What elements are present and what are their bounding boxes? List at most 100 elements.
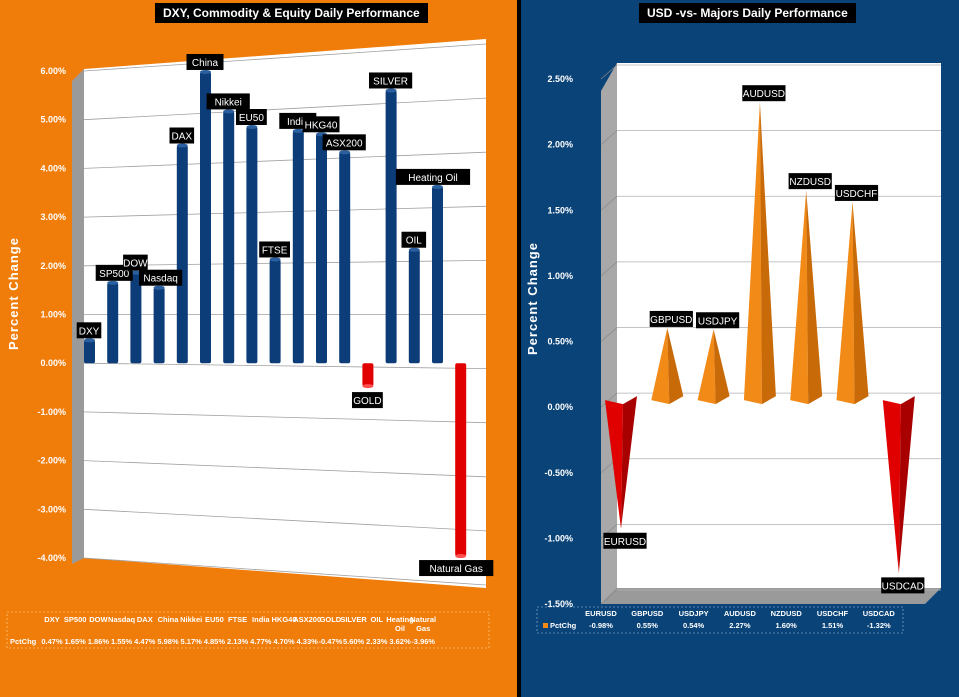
side-wall (601, 63, 617, 604)
gridline (83, 460, 487, 478)
table-cell: 2.13% (227, 637, 249, 646)
gridline (83, 205, 487, 218)
table-cell: -3.96% (411, 637, 435, 646)
gridline (83, 411, 487, 424)
data-label-usdchf-bg (834, 184, 879, 201)
data-label-usdjpy-bg (696, 312, 740, 329)
equity-commodity-panel: DXY, Commodity & Equity Daily Performanc… (0, 0, 519, 697)
table-cell: 0.55% (637, 621, 659, 630)
bar-dxy (84, 340, 95, 364)
y-tick-label: -2.00% (37, 456, 66, 466)
data-label-eu50: EU50 (236, 109, 267, 126)
table-header-india: India (252, 615, 270, 624)
y-tick-label: -1.00% (37, 407, 66, 417)
data-label-dax: DAX (169, 127, 195, 144)
table-cell: -0.47% (319, 637, 343, 646)
bar-sp500 (107, 282, 119, 364)
bar-cap (176, 143, 188, 148)
gridline-side (600, 130, 618, 145)
data-label-eu50-bg (236, 109, 267, 126)
table-header-silver: SILVER (340, 615, 367, 624)
data-label-nzdusd-text: NZDUSD (789, 177, 831, 188)
data-label-ftse-text: FTSE (262, 245, 288, 256)
bar-usdcad-shade (898, 396, 915, 574)
y-tick-label: -1.00% (544, 533, 573, 543)
data-label-china-bg (186, 53, 224, 70)
bar-cap (246, 125, 258, 130)
usd-majors-panel: USD -vs- Majors Daily Performance Percen… (521, 0, 959, 697)
data-label-silver: SILVER (369, 72, 413, 89)
bar-eu50 (246, 127, 258, 364)
gridline (83, 97, 487, 121)
table-header-ftse: FTSE (228, 615, 247, 624)
table-header-audusd: AUDUSD (724, 609, 757, 618)
table-cell: 2.27% (729, 621, 751, 630)
data-label-nasdaq: Nasdaq (139, 269, 183, 286)
bar-asx200 (339, 152, 351, 364)
table-header-heating-oil: Heating (386, 615, 414, 624)
table-cell: 1.60% (776, 621, 798, 630)
data-label-nasdaq-bg (139, 269, 183, 286)
data-label-nikkei-bg (206, 93, 250, 110)
y-tick-label: -4.00% (37, 553, 66, 563)
data-label-asx200: ASX200 (322, 134, 366, 151)
table-cell: 4.70% (273, 637, 295, 646)
data-table-border (6, 611, 490, 649)
data-label-hkg40-bg (302, 116, 340, 133)
table-header-dow: DOW (89, 615, 108, 624)
y-tick-label: 0.00% (40, 358, 66, 368)
y-tick-label: 3.00% (40, 212, 66, 222)
data-label-dow-bg (123, 254, 148, 271)
bar-eurusd-shade (621, 396, 637, 529)
table-cell: 0.54% (683, 621, 705, 630)
data-label-dxy-bg (76, 322, 102, 339)
y-tick-label: 0.00% (547, 402, 573, 412)
data-label-china: China (186, 53, 224, 70)
data-label-india-text: India (287, 117, 309, 128)
bar-cap (362, 384, 374, 389)
table-cell: 4.33% (297, 637, 319, 646)
table-cell: 5.60% (343, 637, 365, 646)
table-cell: 4.77% (250, 637, 272, 646)
y-tick-label: 0.50% (547, 337, 573, 347)
side-wall (72, 69, 84, 564)
table-header-usdcad: USDCAD (863, 609, 896, 618)
bar-cap (408, 247, 420, 252)
table-header-nikkei: Nikkei (180, 615, 202, 624)
table-header-natural-gas: Natural (410, 615, 436, 624)
data-label-eurusd-bg (603, 532, 647, 549)
data-label-dow-text: DOW (123, 259, 148, 270)
data-label-heating-oil-bg (395, 168, 471, 185)
bar-cap (269, 257, 281, 262)
bar-audusd-shade (759, 102, 776, 405)
data-label-ftse-bg (259, 241, 290, 258)
data-label-usdcad-bg (881, 577, 925, 594)
gridline-side (600, 195, 618, 211)
table-cell: 1.65% (65, 637, 87, 646)
bar-nzdusd-shade (806, 190, 823, 405)
bar-cap (455, 554, 467, 559)
bar-ftse (269, 259, 281, 364)
bar-cap (385, 88, 397, 93)
data-label-natural-gas-text: Natural Gas (430, 564, 483, 575)
chart-title: USD -vs- Majors Daily Performance (639, 3, 856, 23)
data-label-nzdusd: NZDUSD (788, 173, 832, 190)
bar-eurusd (605, 400, 623, 529)
bar-cap (223, 109, 235, 114)
table-header-asx200: ASX200 (293, 615, 321, 624)
y-tick-label: 2.50% (547, 74, 573, 84)
data-label-nzdusd-bg (788, 173, 832, 190)
table-cell: 0.47% (41, 637, 63, 646)
table-header-china: China (158, 615, 180, 624)
y-tick-label: 2.00% (40, 261, 66, 271)
table-row-label: PctChg (10, 637, 37, 646)
gridline (83, 43, 487, 72)
data-label-sp500-text: SP500 (99, 269, 129, 280)
table-cell: 2.33% (366, 637, 388, 646)
gridline (83, 151, 487, 169)
gridline (83, 362, 487, 369)
y-tick-label: 1.50% (547, 205, 573, 215)
bar-usdcad (882, 400, 901, 574)
bar-nzdusd (790, 190, 809, 405)
table-cell: 5.98% (157, 637, 179, 646)
